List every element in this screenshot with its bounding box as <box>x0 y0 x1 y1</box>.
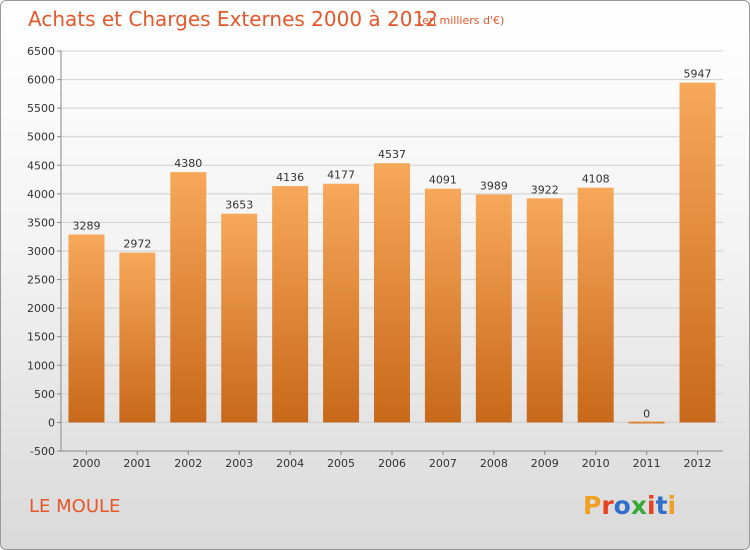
bar <box>628 421 665 424</box>
bar <box>679 82 716 423</box>
y-tick-label: 2000 <box>27 302 55 315</box>
axes: -500 0 500 1000 1500 2000 2500 3000 3500 4000 4500… <box>27 45 723 470</box>
bar <box>374 163 410 423</box>
chart-title: Achats et Charges Externes 2000 à 2012 <box>28 7 438 31</box>
bar <box>323 183 360 423</box>
y-tick-label: 4500 <box>27 159 55 172</box>
data-label: 4380 <box>174 157 202 170</box>
data-label: 3989 <box>480 179 508 192</box>
y-tick-label: 5500 <box>27 102 55 115</box>
x-tick-label: 2010 <box>582 457 610 470</box>
data-label: 4108 <box>582 173 610 186</box>
bar <box>272 186 309 423</box>
data-labels: 3289 2972 4380 3653 4136 4177 4537 4091 3989 3922… <box>72 68 711 421</box>
x-tick-label: 2005 <box>327 457 355 470</box>
x-tick-label: 2003 <box>225 457 253 470</box>
y-tick-label: 5000 <box>27 131 55 144</box>
data-label: 3653 <box>225 199 253 212</box>
logo-letter: P <box>583 491 602 520</box>
bar <box>170 172 207 423</box>
bar <box>119 252 156 423</box>
data-label: 0 <box>643 407 650 420</box>
data-label: 5947 <box>684 68 712 81</box>
bars <box>68 82 716 424</box>
x-tick-label: 2009 <box>531 457 559 470</box>
logo-letter: r <box>601 491 614 520</box>
proxiti-logo: Proxiti <box>583 491 676 520</box>
x-tick-label: 2012 <box>684 457 712 470</box>
y-tick-label: 1000 <box>27 359 55 372</box>
x-tick-label: 2006 <box>378 457 406 470</box>
y-tick-label: 4000 <box>27 188 55 201</box>
data-label: 4537 <box>378 148 406 161</box>
y-tick-label: 6000 <box>27 74 55 87</box>
y-tick-label: 3500 <box>27 216 55 229</box>
place-name: LE MOULE <box>29 496 121 517</box>
chart-subtitle: (en milliers d'€) <box>418 14 505 27</box>
bar <box>526 198 563 423</box>
x-tick-label: 2007 <box>429 457 457 470</box>
logo-letter: t <box>655 491 668 520</box>
y-tick-label: 2500 <box>27 274 55 287</box>
data-label: 3289 <box>72 219 100 232</box>
bar <box>475 194 512 423</box>
x-tick-label: 2002 <box>174 457 202 470</box>
data-label: 4177 <box>327 169 355 182</box>
bar <box>424 188 461 423</box>
logo-letter: x <box>630 491 647 520</box>
logo-letter: o <box>613 491 631 520</box>
x-tick-label: 2001 <box>123 457 151 470</box>
logo-letter: i <box>647 491 656 520</box>
x-tick-label: 2011 <box>633 457 661 470</box>
y-tick-label: 0 <box>48 416 55 429</box>
bar <box>221 213 258 423</box>
y-tick-label: 3000 <box>27 245 55 258</box>
bar <box>577 187 614 423</box>
data-label: 3922 <box>531 183 559 196</box>
x-tick-label: 2000 <box>72 457 100 470</box>
y-tick-label: 6500 <box>27 45 55 58</box>
bar <box>68 234 105 423</box>
y-tick-label: -500 <box>30 445 55 458</box>
y-tick-label: 1500 <box>27 331 55 344</box>
x-tick-label: 2004 <box>276 457 304 470</box>
data-label: 4091 <box>429 174 457 187</box>
x-tick-label: 2008 <box>480 457 508 470</box>
y-tick-label: 500 <box>34 388 55 401</box>
data-label: 2972 <box>123 238 151 251</box>
logo-letter: i <box>667 491 677 520</box>
data-label: 4136 <box>276 171 304 184</box>
